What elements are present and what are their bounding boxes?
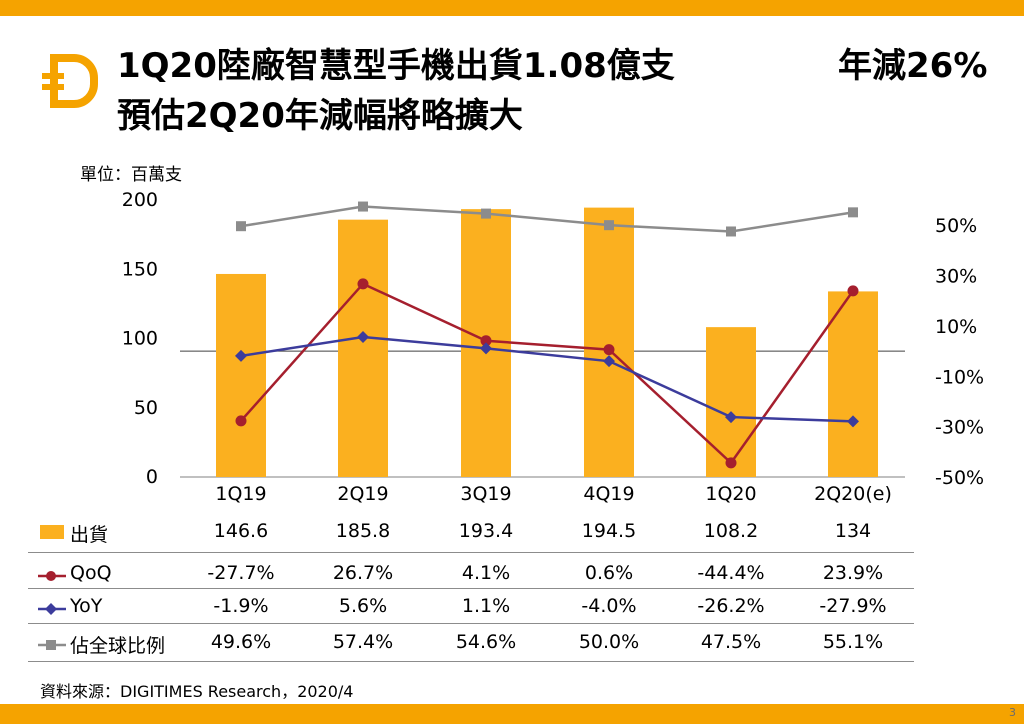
point-yoy [357, 330, 369, 343]
bar-shipments [338, 219, 388, 478]
point-qoq [357, 278, 369, 290]
legend-label-yoy: YoY [70, 595, 103, 617]
table-row-divider [28, 552, 914, 553]
table-cell: -44.4% [697, 562, 765, 584]
point-yoy [480, 342, 492, 355]
table-cell: 134 [834, 520, 872, 542]
point-share [604, 220, 614, 231]
bottom-accent-band [0, 704, 1024, 724]
table-cell: 50.0% [578, 631, 640, 653]
combo-chart: 0 50 100 150 200 -50% -30% -10% 10% 30% 50% 1Q19 2Q1… [122, 189, 984, 505]
legend-swatch-qoq [38, 568, 66, 587]
table-cell: 49.6% [210, 631, 272, 653]
bar-shipments [584, 207, 634, 477]
point-yoy [847, 415, 859, 428]
table-cell: -27.9% [819, 595, 887, 617]
table-cell: 5.6% [338, 595, 388, 617]
point-yoy [725, 411, 737, 424]
x-category-label: 2Q19 [337, 483, 388, 505]
y-right-tick-label: -10% [935, 366, 984, 388]
y-left-tick-label: 0 [146, 466, 158, 488]
y-left-tick-label: 200 [122, 189, 158, 211]
x-category-label: 3Q19 [460, 483, 511, 505]
table-cell: 146.6 [213, 520, 269, 542]
point-share [236, 221, 246, 232]
x-category-label: 1Q20 [705, 483, 756, 505]
legend-label-shipments: 出貨 [70, 524, 109, 546]
legend-swatch-bar [40, 525, 64, 539]
page-number: 3 [1009, 706, 1016, 719]
bar-shipments [216, 273, 266, 477]
y-right-tick-label: 30% [935, 266, 977, 288]
x-category-label: 2Q20(e) [814, 483, 892, 505]
table-cell: 54.6% [455, 631, 517, 653]
unit-label: 單位：百萬支 [80, 165, 182, 185]
slide-title-line1: 1Q20陸廠智慧型手機出貨1.08億支 [117, 46, 675, 86]
y-left-tick-label: 100 [122, 328, 158, 350]
bar-shipments [706, 327, 756, 477]
table-cell: 26.7% [332, 562, 394, 584]
table-cell: 4.1% [461, 562, 511, 584]
y-right-tick-label: 50% [935, 215, 977, 237]
point-share [481, 208, 491, 219]
point-qoq [235, 415, 247, 427]
table-cell: 47.5% [700, 631, 762, 653]
table-cell: 185.8 [335, 520, 391, 542]
table-cell: 23.9% [822, 562, 884, 584]
slide-title-line2: 預估2Q20年減幅將略擴大 [117, 96, 523, 136]
table-row-divider [28, 661, 914, 662]
y-right-tick-label: 10% [935, 316, 977, 338]
y-right-tick-label: -50% [935, 467, 984, 489]
legend-swatch-share [38, 637, 66, 656]
y-left-tick-label: 150 [122, 258, 158, 280]
digitimes-logo-icon [42, 54, 98, 108]
legend-label-qoq: QoQ [70, 562, 112, 584]
table-cell: 57.4% [332, 631, 394, 653]
point-qoq [480, 335, 492, 347]
table-cell: 55.1% [822, 631, 884, 653]
point-yoy [603, 355, 615, 368]
point-qoq [603, 344, 615, 356]
y-right-tick-label: -30% [935, 417, 984, 439]
legend-label-share: 佔全球比例 [70, 635, 166, 657]
point-yoy [235, 349, 247, 362]
source-note: 資料來源：DIGITIMES Research，2020/4 [40, 682, 354, 701]
table-cell: -1.9% [213, 595, 269, 617]
slide-title-yoy-highlight: 年減26% [838, 46, 988, 86]
point-qoq [725, 457, 737, 469]
table-cell: 108.2 [703, 520, 759, 542]
table-cell: -26.2% [697, 595, 765, 617]
table-cell: -27.7% [207, 562, 275, 584]
top-accent-band [0, 0, 1024, 16]
x-category-label: 4Q19 [583, 483, 634, 505]
line-qoq [240, 282, 855, 465]
table-row-divider [28, 623, 914, 624]
table-cell: 1.1% [461, 595, 511, 617]
x-category-label: 1Q19 [215, 483, 266, 505]
table-row-divider [28, 588, 914, 589]
table-cell: 193.4 [458, 520, 514, 542]
point-share [358, 201, 368, 212]
table-cell: 0.6% [584, 562, 634, 584]
y-left-tick-label: 50 [134, 397, 158, 419]
point-share [726, 226, 736, 237]
line-yoy [240, 335, 854, 423]
point-qoq [847, 285, 859, 297]
point-share [848, 207, 858, 218]
bar-shipments [828, 291, 878, 477]
legend-swatch-yoy [38, 601, 66, 620]
table-cell: -4.0% [581, 595, 637, 617]
table-cell: 194.5 [581, 520, 637, 542]
line-share [240, 205, 854, 233]
